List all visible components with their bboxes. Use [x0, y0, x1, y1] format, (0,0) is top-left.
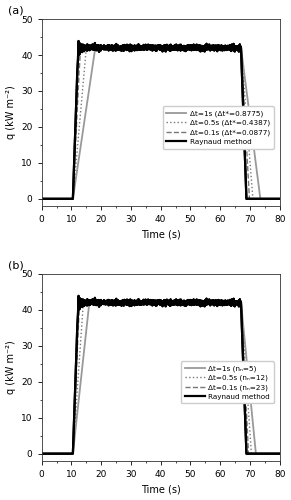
Δt=0.5s (Δt*=0.4387): [278, 196, 281, 202]
Δt=1s (nₙ=5): [185, 300, 188, 306]
Raynaud method: [40, 196, 43, 202]
Δt=0.5s (Δt*=0.4387): [245, 120, 249, 126]
Δt=0.5s (nₙ=12): [184, 300, 188, 306]
Δt=0.1s (nₙ=23): [248, 450, 251, 456]
Raynaud method: [273, 196, 277, 202]
Δt=0.5s (nₙ=12): [221, 300, 224, 306]
Δt=1s (Δt*=0.8775): [245, 91, 249, 97]
Δt=0.5s (Δt*=0.4387): [212, 44, 215, 50]
Δt=0.5s (nₙ=12): [40, 450, 43, 456]
Δt=1s (Δt*=0.8775): [178, 45, 182, 51]
Δt=0.5s (Δt*=0.4387): [191, 45, 195, 51]
Δt=1s (nₙ=5): [192, 300, 195, 306]
Δt=0.5s (Δt*=0.4387): [221, 44, 224, 51]
Δt=1s (Δt*=0.8775): [192, 44, 195, 51]
Raynaud method: [131, 299, 135, 305]
Δt=0.1s (nₙ=23): [273, 450, 277, 456]
Δt=1s (Δt*=0.8775): [185, 45, 188, 51]
Raynaud method: [278, 450, 281, 456]
Δt=0.1s (nₙ=23): [87, 297, 91, 303]
Line: Raynaud method: Raynaud method: [42, 296, 280, 454]
Text: (a): (a): [8, 6, 24, 16]
Δt=1s (Δt*=0.8775): [278, 196, 281, 202]
Line: Δt=0.5s (Δt*=0.4387): Δt=0.5s (Δt*=0.4387): [42, 46, 280, 199]
Δt=1s (Δt*=0.8775): [221, 45, 224, 51]
Δt=0.1s (nₙ=23): [67, 450, 70, 456]
Line: Δt=0.1s (nₙ=23): Δt=0.1s (nₙ=23): [42, 300, 280, 454]
Legend: Δt=1s (Δt*=0.8775), Δt=0.5s (Δt*=0.4387), Δt=0.1s (Δt*=0.0877), Raynaud method: Δt=1s (Δt*=0.8775), Δt=0.5s (Δt*=0.4387)…: [162, 106, 274, 148]
Δt=0.1s (nₙ=23): [131, 300, 135, 306]
Raynaud method: [40, 450, 43, 456]
Raynaud method: [248, 450, 251, 456]
Raynaud method: [67, 450, 70, 456]
Δt=0.5s (nₙ=12): [54, 450, 58, 456]
Δt=1s (nₙ=5): [278, 450, 281, 456]
Δt=0.1s (nₙ=23): [81, 300, 85, 306]
Δt=0.5s (nₙ=12): [178, 300, 182, 306]
Line: Δt=1s (nₙ=5): Δt=1s (nₙ=5): [42, 302, 280, 454]
Δt=0.5s (nₙ=12): [205, 299, 209, 305]
Raynaud method: [77, 293, 80, 299]
Δt=1s (nₙ=5): [40, 450, 43, 456]
Raynaud method: [142, 44, 145, 50]
Raynaud method: [248, 196, 251, 202]
Raynaud method: [81, 42, 85, 48]
Δt=0.5s (Δt*=0.4387): [184, 45, 188, 51]
Raynaud method: [273, 450, 277, 456]
Raynaud method: [278, 196, 281, 202]
Δt=1s (Δt*=0.8775): [40, 196, 43, 202]
Δt=1s (nₙ=5): [178, 300, 182, 306]
Δt=0.5s (nₙ=12): [278, 450, 281, 456]
Line: Δt=1s (Δt*=0.8775): Δt=1s (Δt*=0.8775): [42, 47, 280, 199]
Δt=1s (nₙ=5): [245, 360, 249, 366]
Δt=0.5s (Δt*=0.4387): [178, 45, 182, 51]
Raynaud method: [77, 38, 80, 44]
Δt=0.1s (Δt*=0.0877): [142, 44, 145, 51]
X-axis label: Time (s): Time (s): [141, 484, 180, 494]
Δt=0.1s (Δt*=0.0877): [278, 196, 281, 202]
Line: Raynaud method: Raynaud method: [42, 41, 280, 199]
Δt=0.1s (Δt*=0.0877): [248, 196, 251, 202]
Δt=0.1s (Δt*=0.0877): [81, 44, 85, 50]
Raynaud method: [67, 196, 70, 202]
Line: Δt=0.1s (Δt*=0.0877): Δt=0.1s (Δt*=0.0877): [42, 44, 280, 199]
Δt=1s (Δt*=0.8775): [54, 196, 58, 202]
Δt=1s (Δt*=0.8775): [168, 44, 172, 50]
Δt=0.1s (nₙ=23): [40, 450, 43, 456]
Raynaud method: [142, 298, 145, 304]
Δt=0.5s (Δt*=0.4387): [40, 196, 43, 202]
Δt=0.1s (nₙ=23): [142, 300, 145, 306]
Legend: Δt=1s (nₙ=5), Δt=0.5s (nₙ=12), Δt=0.1s (nₙ=23), Raynaud method: Δt=1s (nₙ=5), Δt=0.5s (nₙ=12), Δt=0.1s (…: [181, 361, 274, 404]
Δt=0.1s (Δt*=0.0877): [131, 44, 135, 50]
Δt=0.5s (nₙ=12): [191, 300, 195, 306]
Δt=0.1s (Δt*=0.0877): [40, 196, 43, 202]
Raynaud method: [131, 44, 135, 51]
Δt=0.1s (Δt*=0.0877): [273, 196, 277, 202]
Δt=1s (nₙ=5): [88, 300, 91, 306]
Line: Δt=0.5s (nₙ=12): Δt=0.5s (nₙ=12): [42, 302, 280, 454]
Δt=0.5s (Δt*=0.4387): [54, 196, 58, 202]
Δt=0.5s (nₙ=12): [245, 386, 249, 392]
Y-axis label: q (kW m⁻²): q (kW m⁻²): [6, 86, 15, 140]
Δt=0.1s (Δt*=0.0877): [67, 196, 70, 202]
Δt=1s (nₙ=5): [221, 300, 224, 306]
Δt=0.1s (nₙ=23): [278, 450, 281, 456]
Δt=0.1s (Δt*=0.0877): [79, 41, 83, 47]
Y-axis label: q (kW m⁻²): q (kW m⁻²): [6, 340, 15, 394]
Raynaud method: [81, 296, 85, 302]
Δt=1s (nₙ=5): [54, 450, 58, 456]
Text: (b): (b): [8, 260, 24, 270]
X-axis label: Time (s): Time (s): [141, 230, 180, 239]
